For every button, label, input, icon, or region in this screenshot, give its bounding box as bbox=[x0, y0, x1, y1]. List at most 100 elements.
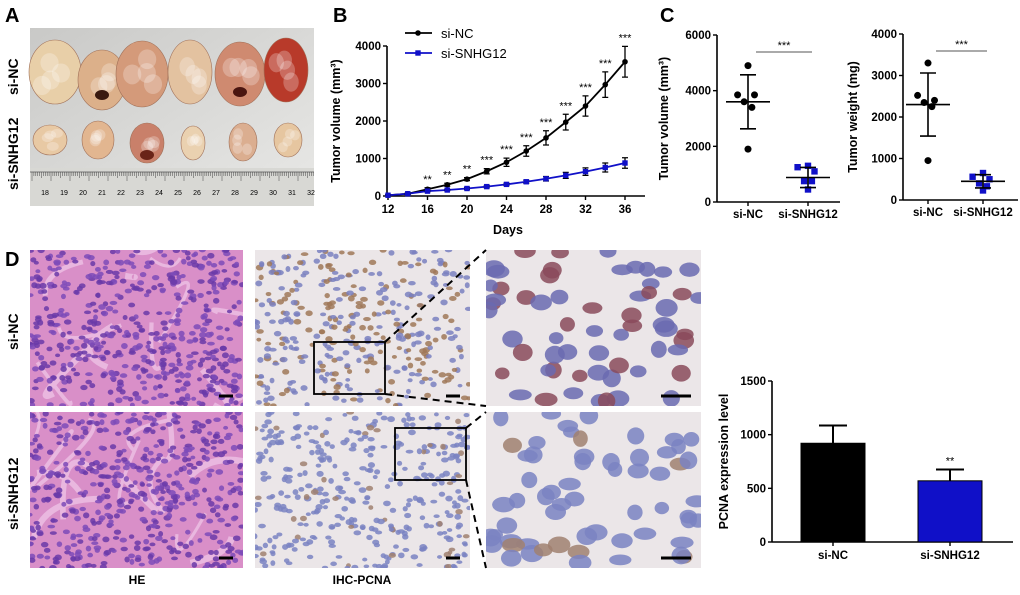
cell-nucleus bbox=[124, 329, 130, 336]
cell-nucleus bbox=[236, 299, 242, 305]
cell-nucleus bbox=[177, 541, 184, 547]
cell-nucleus bbox=[47, 486, 53, 491]
cell-nucleus bbox=[224, 523, 232, 527]
cell-nucleus bbox=[564, 491, 585, 507]
cell-nucleus bbox=[70, 367, 76, 372]
cell-nucleus bbox=[353, 311, 361, 317]
cell-nucleus bbox=[356, 397, 364, 403]
cell-nucleus bbox=[255, 533, 258, 540]
cell-nucleus bbox=[84, 310, 92, 315]
cell-nucleus bbox=[257, 356, 264, 363]
cell-nucleus bbox=[420, 501, 426, 506]
cell-nucleus bbox=[334, 522, 342, 527]
cell-nucleus bbox=[235, 485, 242, 492]
cell-nucleus bbox=[129, 283, 135, 288]
cell-nucleus bbox=[112, 309, 119, 314]
cell-nucleus bbox=[281, 254, 288, 260]
cell-nucleus bbox=[201, 255, 208, 261]
cell-nucleus bbox=[322, 505, 329, 510]
cell-nucleus bbox=[184, 372, 192, 379]
cell-nucleus bbox=[300, 273, 307, 278]
cell-nucleus bbox=[358, 487, 367, 493]
cell-nucleus bbox=[192, 479, 200, 485]
tumor-highlight bbox=[141, 140, 154, 153]
cell-nucleus bbox=[128, 253, 136, 258]
cell-nucleus bbox=[206, 383, 214, 388]
cell-nucleus bbox=[62, 442, 69, 447]
cell-nucleus bbox=[454, 326, 461, 332]
stroma-fiber bbox=[157, 280, 190, 344]
data-point-si-NC bbox=[523, 148, 530, 154]
cell-nucleus bbox=[407, 362, 414, 369]
cell-nucleus bbox=[85, 450, 91, 457]
cell-nucleus bbox=[199, 340, 207, 345]
panel-label-d: D bbox=[5, 249, 19, 271]
cell-nucleus bbox=[121, 457, 128, 462]
data-point-si-NC bbox=[582, 103, 589, 109]
mean-sd-bar bbox=[786, 166, 830, 189]
cell-nucleus bbox=[60, 473, 66, 478]
cell-nucleus bbox=[169, 401, 175, 405]
cell-nucleus bbox=[445, 286, 453, 291]
cell-nucleus bbox=[35, 524, 41, 531]
cell-nucleus bbox=[164, 349, 172, 354]
cell-nucleus bbox=[653, 266, 673, 278]
cell-nucleus bbox=[313, 333, 321, 339]
cell-nucleus bbox=[138, 506, 145, 512]
cell-nucleus bbox=[207, 341, 215, 346]
cell-nucleus bbox=[406, 415, 412, 422]
cell-nucleus bbox=[221, 450, 228, 455]
cell-nucleus bbox=[104, 494, 111, 500]
cell-nucleus bbox=[599, 250, 617, 258]
cell-nucleus bbox=[202, 487, 207, 493]
cell-nucleus bbox=[255, 495, 262, 500]
cell-nucleus bbox=[87, 254, 95, 261]
cell-nucleus bbox=[358, 286, 367, 292]
cell-nucleus bbox=[122, 395, 130, 400]
cell-nucleus bbox=[143, 264, 151, 269]
cell-nucleus bbox=[404, 291, 413, 298]
significance-marker: *** bbox=[480, 155, 494, 167]
cell-nucleus bbox=[109, 325, 116, 330]
cell-nucleus bbox=[258, 302, 266, 308]
cell-nucleus bbox=[410, 322, 417, 327]
cell-nucleus bbox=[121, 343, 128, 349]
cell-nucleus bbox=[199, 337, 206, 342]
cell-nucleus bbox=[172, 250, 180, 254]
cell-nucleus bbox=[329, 444, 335, 449]
cell-nucleus bbox=[325, 336, 333, 343]
cell-nucleus bbox=[136, 287, 144, 292]
cell-nucleus bbox=[432, 337, 439, 343]
cell-nucleus bbox=[455, 474, 463, 479]
cell-nucleus bbox=[197, 264, 205, 271]
cell-nucleus bbox=[303, 522, 309, 527]
cell-nucleus bbox=[131, 366, 139, 372]
data-point-si-NC bbox=[924, 157, 932, 165]
cell-nucleus bbox=[116, 508, 124, 514]
cell-nucleus bbox=[627, 427, 645, 445]
cell-nucleus bbox=[133, 334, 140, 340]
cell-nucleus bbox=[630, 448, 650, 467]
data-point-si-SNHG12 bbox=[800, 177, 808, 185]
cell-nucleus bbox=[451, 500, 457, 505]
stroma-fiber bbox=[174, 512, 207, 552]
cell-nucleus bbox=[388, 552, 396, 558]
cell-nucleus bbox=[145, 358, 152, 365]
cell-nucleus bbox=[464, 282, 470, 289]
cell-nucleus bbox=[207, 431, 213, 436]
cell-nucleus bbox=[162, 326, 169, 331]
data-point-si-NC bbox=[602, 81, 609, 88]
cell-nucleus bbox=[100, 372, 107, 379]
cell-nucleus bbox=[433, 326, 442, 331]
tumor-highlight bbox=[89, 134, 101, 147]
cell-nucleus bbox=[416, 448, 423, 455]
cell-nucleus bbox=[55, 254, 64, 259]
cell-nucleus bbox=[458, 353, 464, 360]
cell-nucleus bbox=[193, 324, 201, 330]
cell-nucleus bbox=[202, 349, 208, 354]
cell-nucleus bbox=[229, 256, 237, 260]
cell-nucleus bbox=[286, 467, 293, 472]
ruler-number: 31 bbox=[288, 190, 296, 197]
tumor-si-snhg12 bbox=[273, 122, 303, 158]
cell-nucleus bbox=[171, 481, 177, 486]
